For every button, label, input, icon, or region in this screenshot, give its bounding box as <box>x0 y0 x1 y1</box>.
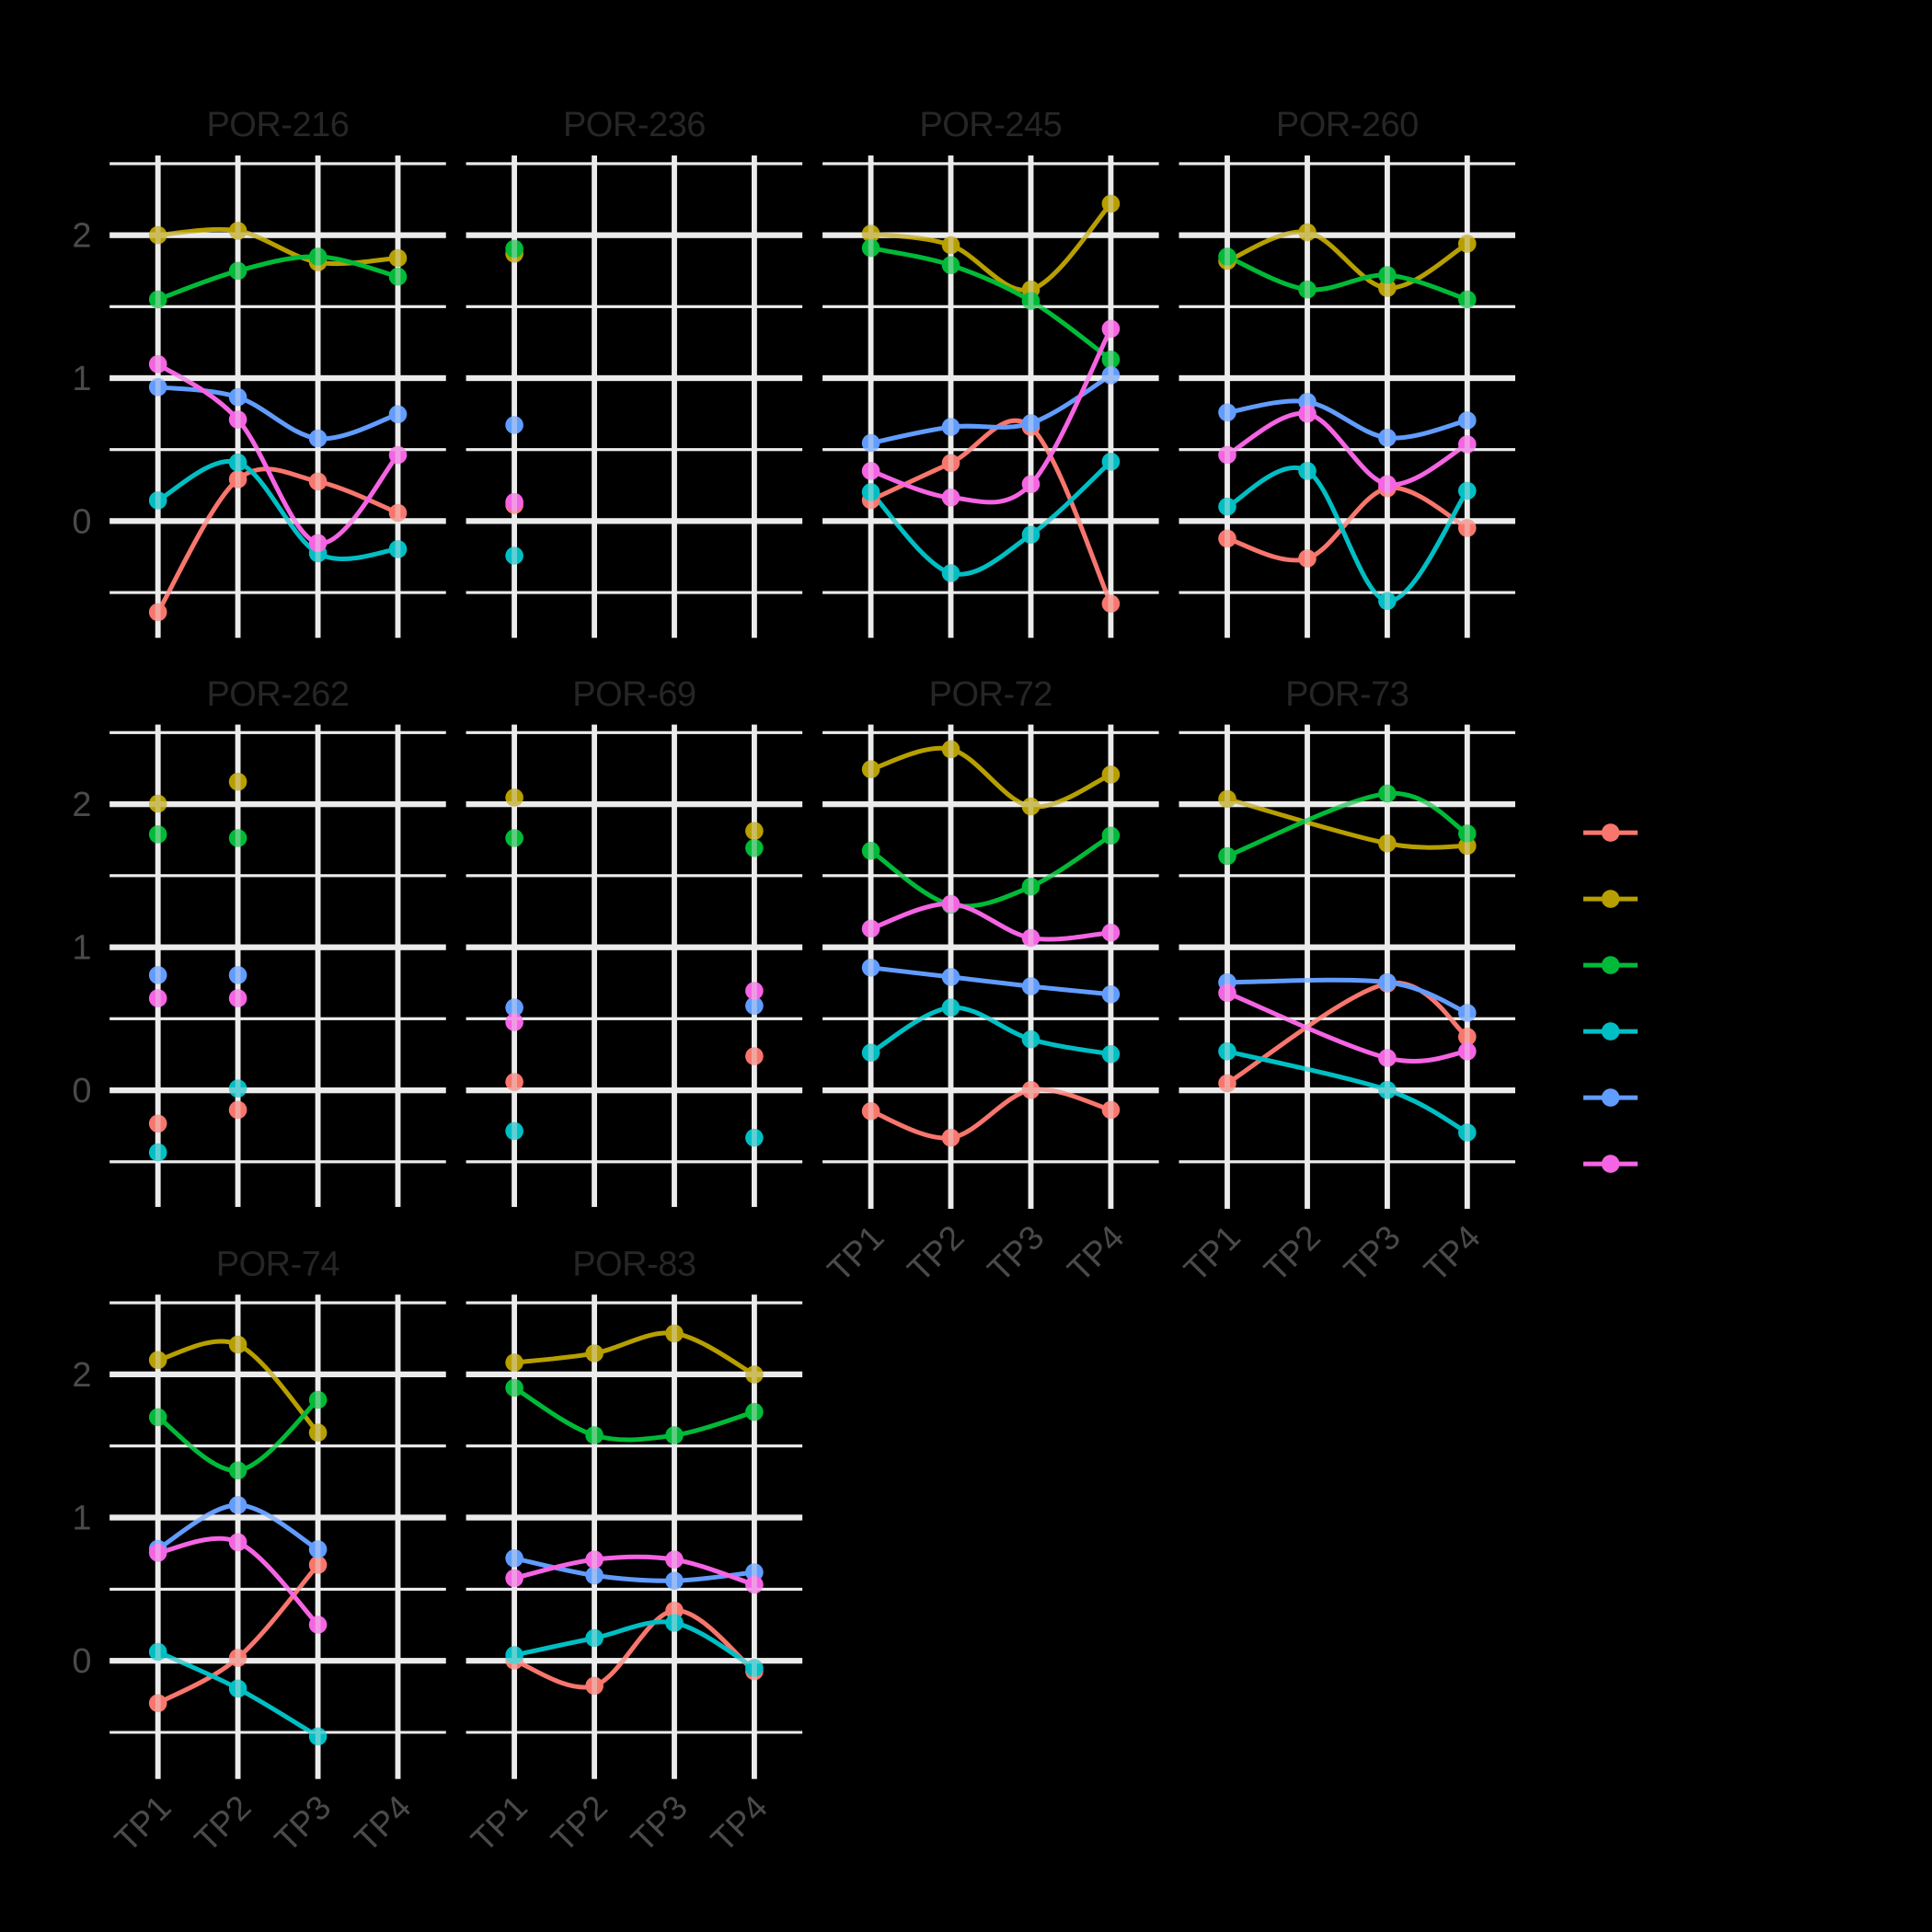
svg-text:POR-216: POR-216 <box>206 106 349 144</box>
svg-text:POR-73: POR-73 <box>1285 675 1409 714</box>
svg-text:1: 1 <box>72 360 91 398</box>
svg-text:2: 2 <box>72 217 91 256</box>
svg-text:2: 2 <box>72 1356 91 1395</box>
svg-text:POR-83: POR-83 <box>572 1246 696 1284</box>
svg-text:0: 0 <box>72 1072 91 1110</box>
svg-text:0: 0 <box>72 502 91 541</box>
svg-text:POR-245: POR-245 <box>919 106 1062 144</box>
svg-text:1: 1 <box>72 929 91 968</box>
svg-text:2: 2 <box>72 786 91 824</box>
svg-text:POR-262: POR-262 <box>206 675 349 714</box>
svg-text:POR-72: POR-72 <box>929 675 1052 714</box>
svg-text:POR-236: POR-236 <box>563 106 706 144</box>
svg-text:POR-69: POR-69 <box>572 675 696 714</box>
svg-text:POR-260: POR-260 <box>1276 106 1419 144</box>
svg-text:1: 1 <box>72 1500 91 1538</box>
svg-text:POR-74: POR-74 <box>216 1246 340 1284</box>
svg-text:0: 0 <box>72 1642 91 1681</box>
